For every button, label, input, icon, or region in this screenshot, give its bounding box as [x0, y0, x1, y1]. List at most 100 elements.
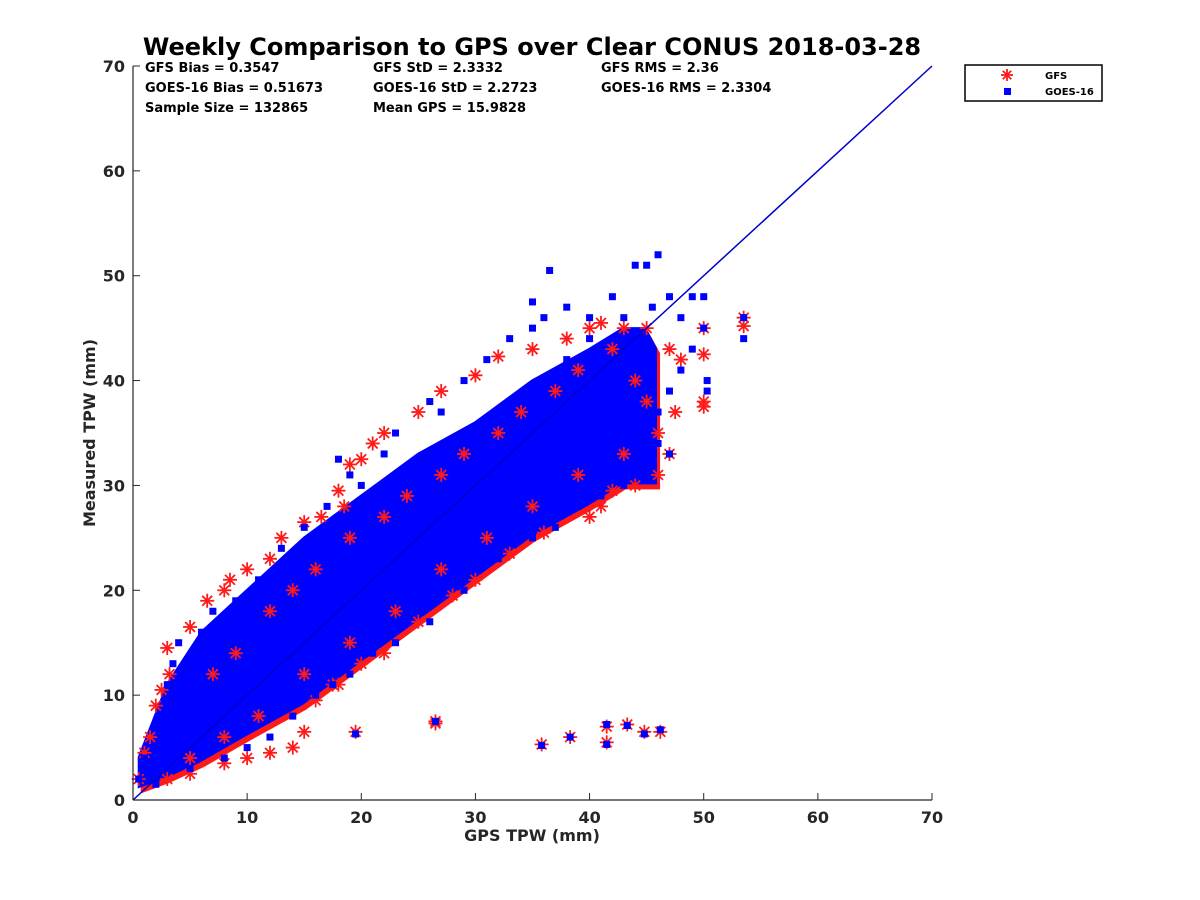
- y-tick-label: 30: [103, 476, 125, 495]
- axis-ticks: 0 10 20 30 40 50 60 70 0 10 20 30 40 50 60 70: [103, 57, 943, 827]
- goes-point: [392, 639, 400, 647]
- goes-point: [546, 266, 554, 274]
- goes-point: [529, 298, 536, 306]
- gfs-point: [639, 394, 654, 409]
- gfs-point: [297, 667, 312, 682]
- stat-goes-std: GOES-16 StD = 2.2723: [373, 81, 537, 96]
- goes-point: [352, 730, 360, 738]
- goes-point: [631, 261, 639, 269]
- plot-area: [131, 65, 933, 801]
- goes-point: [608, 419, 616, 427]
- gfs-point: [331, 483, 346, 498]
- goes-point: [243, 639, 251, 647]
- goes-point: [740, 335, 748, 343]
- goes-point: [563, 356, 571, 364]
- goes-point: [631, 387, 639, 395]
- chart-title: Weekly Comparison to GPS over Clear CONU…: [143, 33, 921, 61]
- goes-point: [517, 481, 525, 489]
- goes-point: [703, 377, 711, 385]
- goes-point: [163, 681, 171, 689]
- goes-point: [677, 366, 685, 374]
- gfs-point: [217, 583, 232, 598]
- goes-point: [529, 534, 536, 542]
- goes-point: [540, 377, 548, 385]
- gfs-point: [571, 467, 586, 482]
- goes-point: [608, 293, 616, 301]
- gfs-point: [696, 347, 711, 362]
- goes-point: [232, 597, 240, 605]
- goes-point: [483, 356, 491, 364]
- goes-point: [654, 439, 662, 447]
- goes-point: [152, 723, 160, 731]
- gfs-point: [662, 342, 677, 357]
- goes-point: [529, 324, 536, 332]
- gfs-point: [354, 452, 369, 467]
- goes-point: [135, 775, 143, 783]
- goes-point: [620, 481, 628, 489]
- goes-point: [574, 502, 582, 510]
- gfs-point: [616, 446, 631, 461]
- legend: GFS GOES-16: [964, 64, 1103, 102]
- goes-point: [654, 251, 662, 259]
- stat-sample-size: Sample Size = 132865: [145, 101, 308, 116]
- legend-goes-marker: [1004, 88, 1011, 95]
- gfs-point: [262, 604, 277, 619]
- goes-point: [665, 450, 673, 458]
- goes-point: [654, 408, 662, 416]
- gfs-point: [285, 583, 300, 598]
- goes-point: [158, 765, 166, 773]
- gfs-point: [559, 331, 574, 346]
- goes-point: [460, 377, 468, 385]
- goes-point: [186, 765, 194, 773]
- goes-point: [538, 741, 546, 749]
- gfs-point: [274, 530, 289, 545]
- gfs-point: [411, 405, 426, 420]
- goes-point: [665, 293, 673, 301]
- gfs-point: [365, 436, 380, 451]
- gfs-point: [377, 509, 392, 524]
- goes-point: [551, 523, 559, 531]
- goes-point: [597, 492, 605, 500]
- goes-point: [471, 513, 479, 521]
- gfs-point: [736, 319, 751, 334]
- gfs-point: [262, 551, 277, 566]
- gfs-point: [148, 698, 163, 713]
- gfs-point: [628, 478, 643, 493]
- y-tick-label: 40: [103, 372, 125, 391]
- goes-point: [220, 660, 228, 668]
- goes-point: [243, 744, 251, 752]
- gfs-point: [479, 530, 494, 545]
- goes-point: [506, 398, 514, 406]
- gfs-point: [183, 751, 198, 766]
- x-tick-label: 50: [693, 808, 715, 827]
- gfs-point: [251, 709, 266, 724]
- gfs-point: [525, 499, 540, 514]
- gfs-point: [434, 562, 449, 577]
- goes-point: [540, 314, 548, 322]
- gfs-point: [228, 646, 243, 661]
- gfs-point: [377, 646, 392, 661]
- gfs-point: [593, 315, 608, 330]
- goes-point: [700, 324, 708, 332]
- gfs-point: [696, 399, 711, 414]
- goes-point: [197, 628, 205, 636]
- gfs-point: [200, 593, 215, 608]
- gfs-point: [205, 667, 220, 682]
- x-tick-label: 70: [921, 808, 943, 827]
- gfs-point: [162, 667, 177, 682]
- y-tick-label: 10: [103, 686, 125, 705]
- goes-point: [175, 744, 183, 752]
- x-tick-label: 60: [807, 808, 829, 827]
- goes-point: [209, 607, 217, 615]
- stat-gfs-bias: GFS Bias = 0.3547: [145, 61, 279, 76]
- gfs-point: [411, 614, 426, 629]
- goes-point: [437, 408, 445, 416]
- goes-point: [392, 502, 400, 510]
- goes-point: [289, 660, 297, 668]
- gfs-point: [536, 525, 551, 540]
- stat-goes-bias: GOES-16 Bias = 0.51673: [145, 81, 323, 96]
- goes-point: [656, 726, 664, 734]
- goes-point: [603, 740, 611, 748]
- goes-point: [255, 576, 263, 584]
- goes-point: [334, 455, 342, 463]
